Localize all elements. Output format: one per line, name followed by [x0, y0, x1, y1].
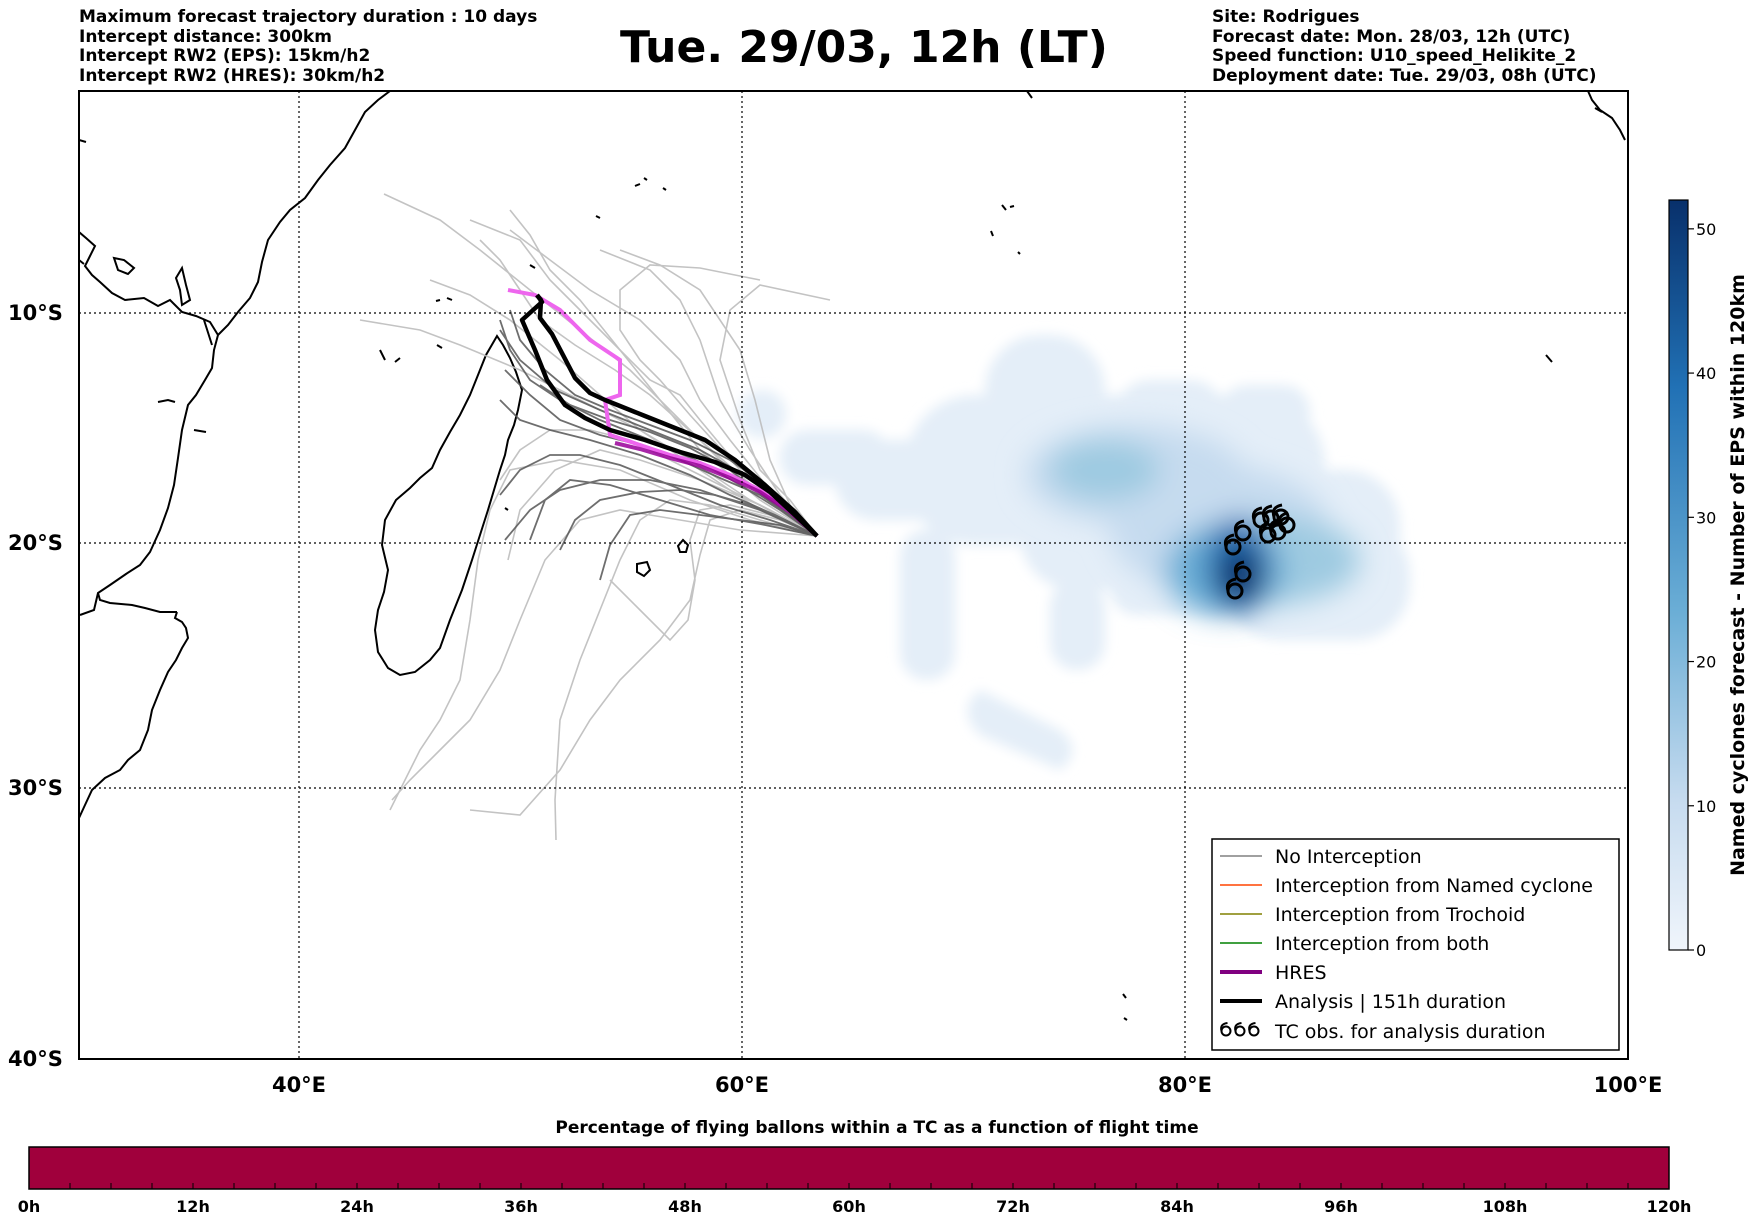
param-intercept-eps: Intercept RW2 (EPS): 15km/h2 [79, 46, 371, 66]
legend-item: Analysis | 151h duration [1220, 991, 1506, 1013]
param-intercept-distance: Intercept distance: 300km [79, 26, 332, 47]
flight-time-tick-label: 36h [504, 1197, 538, 1216]
flight-time-tick-label: 0h [18, 1197, 41, 1216]
colorbar-tick-label: 30 [1696, 508, 1716, 527]
flight-time-tick-label: 12h [176, 1197, 210, 1216]
map-gridlines [79, 91, 1628, 1059]
legend-label: Interception from both [1275, 933, 1489, 955]
cyclone-symbol-icon [1220, 1022, 1260, 1037]
legend-label: HRES [1275, 962, 1327, 984]
flight-time-bar: 0h 12h 24h 36h 48h 60h 72h 84h 96h 108h 120h [18, 1146, 1692, 1216]
lat-label-20s: 20°S [8, 531, 63, 555]
mascarene-islands [379, 344, 690, 578]
flight-time-title: Percentage of flying ballons within a TC… [555, 1118, 1199, 1138]
colorbar-label: Named cyclones forecast - Number of EPS … [1727, 274, 1749, 876]
legend-item: Interception from both [1220, 933, 1489, 955]
colorbar-tick-label: 10 [1696, 797, 1716, 816]
lon-label-100e: 100°E [1594, 1073, 1663, 1097]
map-frame [78, 90, 1629, 1060]
colorbar-ticks: 0 10 20 30 40 50 [1688, 220, 1716, 960]
flight-time-tick-label: 84h [1160, 1197, 1194, 1216]
flight-time-tick-label: 24h [340, 1197, 374, 1216]
site-name: Site: Rodrigues [1212, 7, 1360, 27]
param-max-duration: Maximum forecast trajectory duration : 1… [79, 7, 538, 27]
flight-time-ticks: 0h 12h 24h 36h 48h 60h 72h 84h 96h 108h 120h [18, 1183, 1692, 1216]
legend-item: Interception from Trochoid [1220, 904, 1525, 926]
legend-label: Analysis | 151h duration [1275, 991, 1506, 1013]
page-title: Tue. 29/03, 12h (LT) [620, 22, 1108, 73]
legend-item: HRES [1220, 962, 1327, 984]
seychelles-coast [435, 177, 667, 302]
colorbar-tick-label: 0 [1696, 941, 1706, 960]
asia-coast [1026, 91, 1626, 1021]
analysis-track [519, 293, 819, 538]
colorbar-gradient [1668, 199, 1689, 951]
tc-observations [1223, 503, 1296, 600]
lon-label-60e: 60°E [715, 1073, 769, 1097]
lon-label-80e: 80°E [1158, 1073, 1212, 1097]
cyclone-symbol-icon [1258, 511, 1296, 544]
speed-function: Speed function: U10_speed_Helikite_2 [1212, 46, 1577, 66]
lat-axis-labels: 10°S 20°S 30°S 40°S [8, 301, 63, 1071]
lat-label-40s: 40°S [8, 1047, 63, 1071]
cyclone-symbol-icon [1225, 560, 1252, 600]
legend-item: Interception from Named cyclone [1220, 875, 1593, 897]
maldives-chagos [990, 204, 1021, 255]
madagascar-coast [373, 334, 524, 677]
lon-axis-labels: 40°E 60°E 80°E 100°E [272, 1073, 1662, 1097]
hres-track [507, 288, 819, 538]
legend-label: Interception from Trochoid [1275, 904, 1525, 926]
legend-label: Interception from Named cyclone [1275, 875, 1593, 897]
flight-time-tick-label: 108h [1483, 1197, 1528, 1216]
flight-time-tick-label: 60h [832, 1197, 866, 1216]
coastlines [79, 91, 1626, 1021]
flight-time-bar-fill [28, 1146, 1670, 1190]
lat-label-10s: 10°S [8, 301, 63, 325]
legend-label: TC obs. for analysis duration [1274, 1021, 1546, 1043]
forecast-date: Forecast date: Mon. 28/03, 12h (UTC) [1212, 26, 1571, 47]
legend: No Interception Interception from Named … [1211, 838, 1620, 1051]
flight-time-tick-label: 72h [996, 1197, 1030, 1216]
flight-time-tick-label: 120h [1647, 1197, 1692, 1216]
colorbar: 0 10 20 30 40 50 Named cyclones forecast - Nu… [1668, 199, 1749, 960]
cyclone-density-field [738, 335, 1410, 770]
lat-label-30s: 30°S [8, 776, 63, 800]
africa-coast [79, 91, 391, 819]
lon-label-40e: 40°E [272, 1073, 326, 1097]
legend-item: TC obs. for analysis duration [1220, 1021, 1546, 1043]
flight-time-tick-label: 48h [668, 1197, 702, 1216]
param-intercept-hres: Intercept RW2 (HRES): 30km/h2 [79, 65, 386, 86]
colorbar-tick-label: 50 [1696, 220, 1716, 239]
map-area[interactable] [79, 91, 1628, 1059]
legend-item: No Interception [1220, 846, 1422, 868]
deployment-date: Deployment date: Tue. 29/03, 08h (UTC) [1212, 65, 1597, 86]
cyclone-symbol-icon [1223, 519, 1252, 556]
legend-label: No Interception [1275, 846, 1422, 868]
colorbar-tick-label: 40 [1696, 364, 1716, 383]
colorbar-tick-label: 20 [1696, 653, 1716, 672]
flight-time-tick-label: 96h [1324, 1197, 1358, 1216]
forecast-parameters: Maximum forecast trajectory duration : 1… [79, 7, 538, 86]
site-info: Site: Rodrigues Forecast date: Mon. 28/0… [1212, 7, 1597, 86]
